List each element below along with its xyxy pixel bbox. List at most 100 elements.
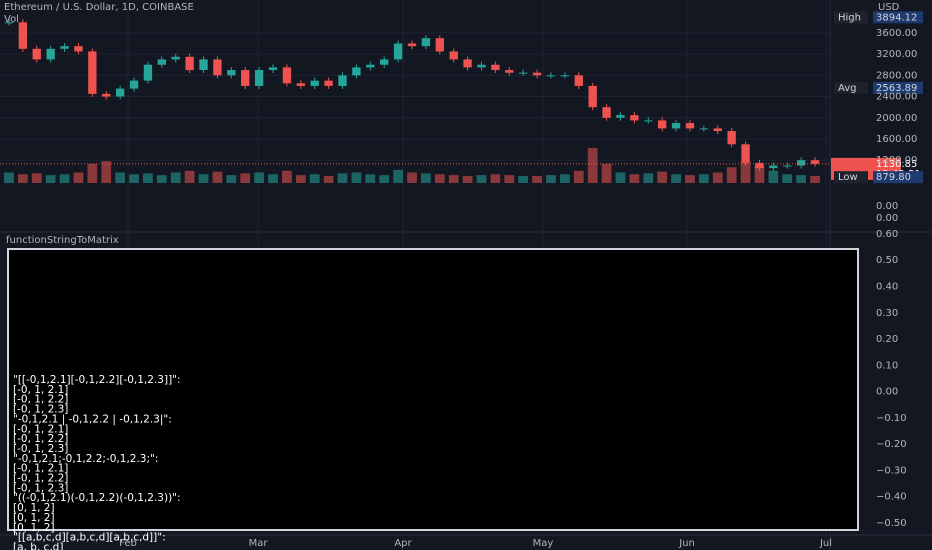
candle-body [282,67,292,84]
volume-bar [309,174,320,183]
y-tick-label: 0.50 [876,255,898,266]
candle-body [616,115,625,118]
volume-bar [560,174,570,183]
text-line: [-0, 1, 2.2] [13,473,68,485]
candle-body [769,165,778,169]
x-tick-label: Jun [678,538,695,549]
volume-bar [393,169,403,183]
volume-bar [143,173,153,183]
candle-body [143,64,153,81]
text-line: [-0, 1, 2.1] [13,463,68,475]
candle-body [102,93,111,97]
volume-bar [337,173,348,183]
text-line: [-0, 1, 2.3] [13,443,68,455]
low-value: 879.80 [876,172,911,183]
candle-body [449,51,458,60]
candle-body [366,64,375,68]
candle-body [741,144,750,163]
volume-bar [657,171,668,183]
volume-bar [504,175,515,183]
text-line: [a, b, c,d] [13,541,63,550]
y-tick-label: 3200.00 [876,49,917,60]
volume-bar [490,174,501,183]
volume-tick-label: 0.00 [876,213,898,224]
candle-body [4,22,14,24]
x-tick-label: Feb [119,538,137,549]
volume-bar [184,170,195,183]
candle-body [658,120,667,129]
y-tick-label: 0.40 [876,281,898,292]
volume-bar [379,175,390,183]
candle-body [32,48,41,60]
volume-bar [226,175,237,183]
volume-bar [31,173,42,183]
volume-bar [699,174,709,183]
high-label: High [838,12,861,23]
text-line: "((-0,1,2.1)(-0,1,2.2)(-0,1,2.3))": [13,492,181,504]
text-line: [-0, 1, 2.3] [13,482,68,494]
volume-bar [476,175,487,183]
candle-body [380,59,389,65]
indicator-title: functionStringToMatrix [6,235,119,246]
low-label: Low [838,172,858,183]
candle-body [268,67,278,71]
volume-bar [323,176,334,183]
text-line: [0, 1, 2] [13,502,55,514]
volume-tick-label: 0.00 [876,201,898,212]
currency: USD [878,2,900,13]
text-line: [-0, 1, 2.1] [13,423,68,435]
text-line: [0, 1, 2] [13,522,55,534]
candle-body [74,46,83,52]
volume-bar [573,170,584,183]
candle-body [560,75,570,77]
volume-bar [170,172,181,183]
candle-body [783,165,792,167]
candle-body [463,59,472,68]
volume-bar [796,175,807,183]
volume-bar [115,172,125,183]
candle-body [157,59,166,65]
high-value: 3894.12 [876,12,917,23]
volume-bar [4,172,14,183]
low-tag-label [834,171,868,184]
candle-body [213,59,222,76]
candle-body [588,85,597,108]
y-tick-label: 2400.00 [876,92,917,103]
volume-bar [740,161,751,183]
volume-bar [282,170,292,183]
volume-bar [671,174,681,183]
candle-body [310,80,319,86]
y-tick-label: 2800.00 [876,70,917,81]
candle-body [129,80,139,89]
candle-body [477,64,486,68]
volume-label: Vol [4,14,19,25]
last-price: 1130.85 [876,159,917,170]
y-tick-label: 0.30 [876,308,898,319]
candle-body [407,43,417,47]
volume-bar [782,174,793,183]
candle-body [602,107,611,118]
y-tick-label: 0.10 [876,360,898,371]
volume-bar [448,175,459,183]
candle-body [241,70,250,86]
volume-bar [462,176,473,183]
candle-body [671,123,681,129]
volume-bar [587,148,598,183]
volume-bar [156,175,167,183]
avg-value: 2563.89 [876,83,917,94]
y-tick-label: 0.60 [876,229,898,240]
volume-bar [17,174,28,183]
volume-bar [268,174,278,183]
volume-bar [629,174,640,183]
x-tick-label: Apr [394,538,412,549]
y-tick-label: 0.00 [876,387,898,398]
volume-bar [615,172,626,183]
chart-title: Ethereum / U.S. Dollar, 1D, COINBASE [4,2,194,13]
volume-bar [407,172,417,183]
text-line: "[[a,b,c,d][a,b,c,d][a,b,c,d]]": [13,532,166,544]
avg-tag-label [834,81,868,94]
candle-body [227,70,236,76]
y-tick-label: 0.20 [876,334,898,345]
volume-bar [546,175,556,183]
